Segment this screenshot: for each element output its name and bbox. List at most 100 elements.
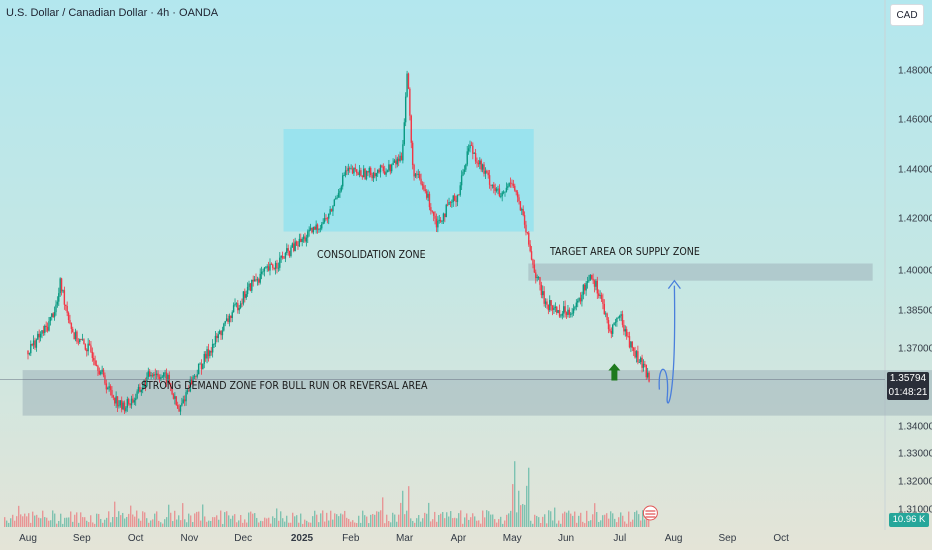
candle-body bbox=[462, 171, 464, 176]
volume-bar bbox=[132, 514, 134, 527]
volume-bar bbox=[438, 515, 440, 527]
volume-bar bbox=[634, 512, 636, 527]
candle-body bbox=[349, 168, 351, 169]
candle-body bbox=[330, 209, 333, 212]
candle-body bbox=[609, 329, 611, 331]
volume-bar bbox=[478, 520, 480, 527]
candle-body bbox=[189, 379, 191, 392]
candle-body bbox=[97, 366, 99, 371]
currency-button[interactable]: CAD bbox=[890, 4, 924, 26]
candle-body bbox=[623, 324, 625, 332]
volume-bar bbox=[626, 523, 628, 527]
candle-body bbox=[567, 309, 569, 315]
candle-body bbox=[402, 144, 404, 161]
volume-bar bbox=[280, 511, 282, 527]
candle-body bbox=[501, 192, 503, 197]
candle-body bbox=[42, 330, 45, 333]
volume-bar bbox=[554, 507, 556, 527]
volume-bar bbox=[208, 520, 210, 527]
volume-bar bbox=[468, 519, 470, 527]
volume-bar bbox=[322, 510, 324, 527]
volume-bar bbox=[390, 522, 392, 527]
candle-body bbox=[174, 396, 176, 399]
volume-bar bbox=[428, 502, 430, 527]
candle-body bbox=[456, 194, 459, 202]
volume-bar bbox=[6, 520, 8, 527]
candle-body bbox=[423, 185, 425, 190]
candle-body bbox=[410, 115, 412, 143]
volume-bar bbox=[42, 510, 44, 527]
candle-body bbox=[53, 312, 56, 318]
candle-body bbox=[253, 279, 256, 282]
candle-body bbox=[502, 191, 505, 193]
volume-bar bbox=[432, 519, 434, 527]
volume-bar bbox=[88, 522, 90, 527]
x-tick-label: Mar bbox=[396, 533, 414, 544]
candle-body bbox=[84, 344, 87, 350]
candle-body bbox=[67, 312, 70, 321]
volume-bar bbox=[574, 511, 576, 527]
candle-body bbox=[172, 394, 175, 399]
volume-bar bbox=[458, 513, 460, 527]
candle-body bbox=[179, 405, 182, 412]
candle-body bbox=[592, 278, 594, 281]
candle-body bbox=[448, 202, 450, 205]
volume-bar bbox=[364, 515, 366, 527]
volume-bar bbox=[8, 522, 10, 527]
candle-body bbox=[424, 189, 426, 192]
volume-bar bbox=[600, 520, 602, 527]
volume-bar bbox=[520, 505, 522, 527]
candle-body bbox=[515, 190, 517, 193]
candle-body bbox=[91, 351, 94, 358]
volume-bar bbox=[44, 517, 46, 527]
candle-body bbox=[72, 328, 74, 333]
candle-body bbox=[556, 306, 558, 313]
candle-body bbox=[239, 303, 242, 308]
volume-bar bbox=[614, 518, 616, 527]
candle-body bbox=[38, 333, 40, 338]
candle-body bbox=[432, 211, 435, 216]
candle-body bbox=[312, 226, 315, 233]
volume-bar bbox=[178, 515, 180, 527]
volume-bar bbox=[508, 513, 510, 527]
candle-body bbox=[370, 167, 372, 176]
volume-bar bbox=[416, 518, 418, 527]
symbol-title[interactable]: U.S. Dollar / Canadian Dollar · 4h · OAN… bbox=[6, 7, 219, 19]
volume-bar bbox=[80, 512, 82, 527]
candle-body bbox=[477, 163, 480, 165]
candle-body bbox=[631, 341, 633, 348]
candle-body bbox=[585, 282, 587, 291]
candle-body bbox=[480, 160, 482, 170]
candle-body bbox=[483, 164, 485, 174]
candle-body bbox=[111, 390, 113, 396]
volume-bar bbox=[230, 518, 232, 527]
volume-bar bbox=[620, 512, 622, 527]
volume-bar bbox=[162, 523, 164, 527]
volume-bar bbox=[192, 522, 194, 527]
volume-bar bbox=[524, 504, 526, 527]
candle-body bbox=[618, 316, 621, 318]
candle-body bbox=[39, 333, 42, 338]
candle-body bbox=[228, 315, 231, 323]
volume-tag: 10.96 K bbox=[889, 513, 929, 527]
candle-body bbox=[414, 173, 417, 177]
candle-body bbox=[329, 209, 331, 214]
volume-bar bbox=[594, 503, 596, 527]
candle-body bbox=[357, 173, 359, 176]
candle-body bbox=[150, 375, 152, 377]
candle-body bbox=[488, 175, 491, 185]
volume-bar bbox=[78, 522, 80, 527]
candle-body bbox=[220, 331, 222, 336]
candle-body bbox=[625, 329, 628, 337]
volume-bar bbox=[156, 511, 158, 527]
volume-bar bbox=[204, 516, 206, 527]
volume-bar bbox=[592, 514, 594, 527]
volume-bar bbox=[622, 515, 624, 527]
candle-body bbox=[487, 172, 489, 176]
volume-bar bbox=[392, 512, 394, 527]
volume-bar bbox=[148, 522, 150, 527]
candle-body bbox=[316, 224, 319, 230]
candle-body bbox=[397, 158, 400, 162]
candle-body bbox=[383, 171, 386, 175]
